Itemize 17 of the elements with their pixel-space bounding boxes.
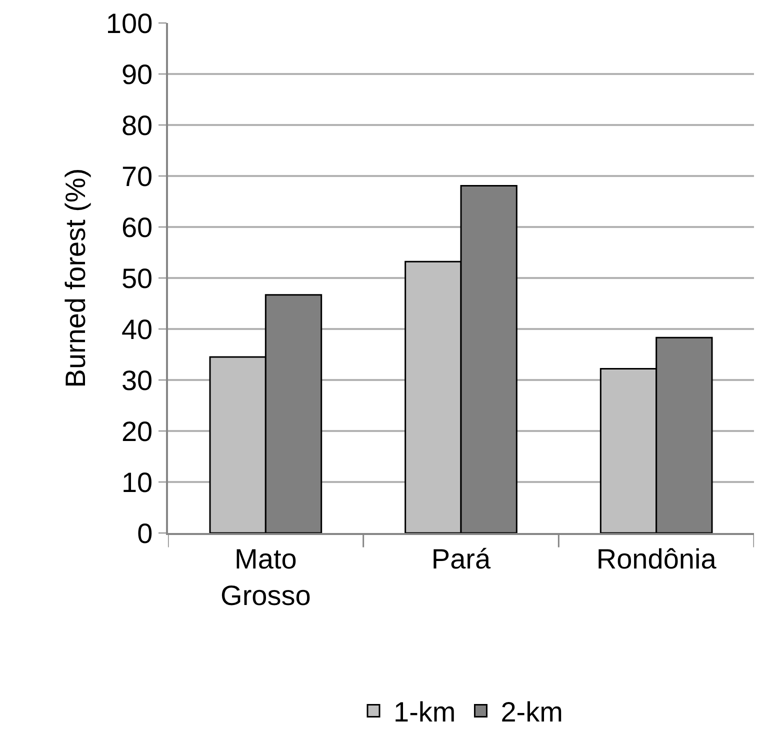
x-tick-label: Rondônia	[596, 543, 717, 574]
y-tick-label: 50	[121, 262, 153, 294]
y-tick-label: 10	[121, 466, 153, 498]
legend-label: 2-km	[500, 696, 563, 728]
y-tick-label: 60	[121, 212, 153, 243]
y-tick-label: 80	[121, 110, 153, 141]
y-tick-label: 40	[121, 314, 153, 345]
y-tick-label: 100	[106, 8, 153, 39]
y-tick-label: 70	[121, 160, 153, 192]
y-tick-label: 30	[121, 364, 153, 396]
x-tick-label: Mato Grosso	[220, 543, 311, 611]
y-tick-label: 90	[121, 58, 153, 90]
y-tick-label: 0	[137, 518, 153, 549]
y-tick-label: 20	[121, 416, 153, 447]
legend-label: 1-km	[394, 696, 456, 728]
x-tick-label: Pará	[431, 543, 491, 574]
y-axis-title: Burned forest (%)	[60, 168, 92, 388]
